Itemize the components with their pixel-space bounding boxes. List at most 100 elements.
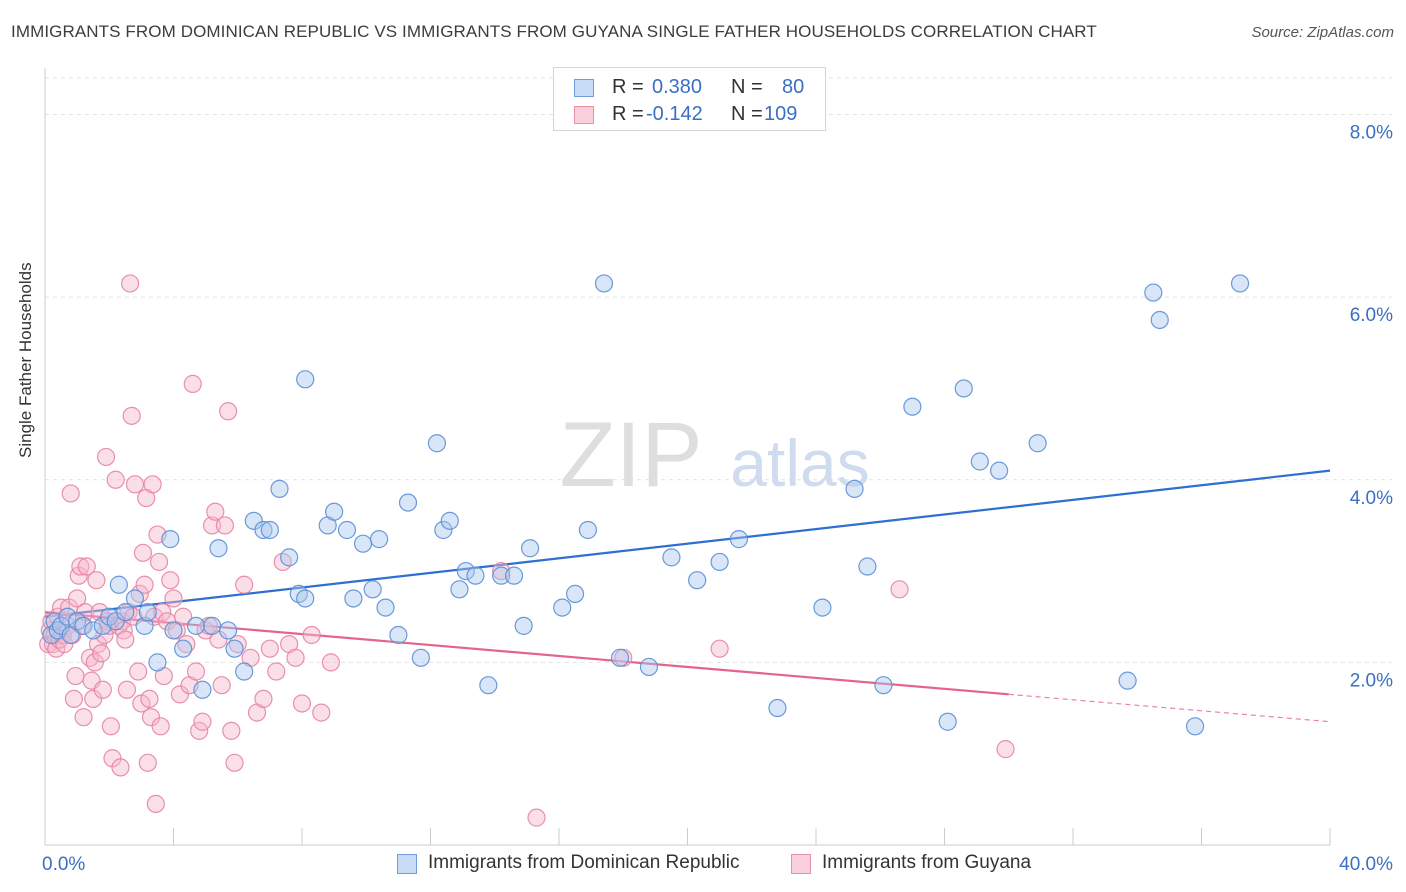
point-dominican bbox=[135, 616, 154, 635]
trend-line-guyana bbox=[44, 611, 1009, 696]
point-dominican bbox=[398, 493, 418, 512]
point-dominican bbox=[710, 552, 729, 572]
point-dominican bbox=[479, 676, 498, 695]
point-dominican bbox=[296, 370, 315, 389]
point-dominican bbox=[225, 639, 244, 658]
x-tick-label: 0.0% bbox=[42, 854, 85, 875]
point-guyana bbox=[85, 653, 104, 672]
point-dominican bbox=[125, 589, 145, 608]
point-guyana bbox=[890, 580, 909, 599]
point-guyana bbox=[193, 712, 212, 731]
legend-n-label: N = bbox=[731, 103, 763, 125]
watermark: ZIP atlas bbox=[559, 404, 869, 506]
point-dominican bbox=[363, 580, 382, 599]
point-guyana bbox=[77, 557, 96, 576]
point-dominican bbox=[260, 520, 279, 540]
point-guyana bbox=[321, 653, 341, 672]
point-dominican bbox=[138, 603, 157, 622]
point-guyana bbox=[161, 571, 180, 590]
axes bbox=[44, 68, 1331, 846]
point-dominican bbox=[84, 621, 103, 640]
point-dominican bbox=[174, 639, 193, 658]
point-guyana bbox=[302, 625, 321, 645]
point-dominican bbox=[116, 603, 135, 622]
y-tick-label: 6.0% bbox=[1350, 305, 1393, 326]
point-dominican bbox=[434, 520, 453, 540]
point-dominican bbox=[411, 648, 430, 667]
point-dominican bbox=[858, 557, 877, 576]
point-guyana bbox=[96, 447, 116, 467]
point-dominican bbox=[1230, 274, 1250, 293]
legend-n-value: 80 bbox=[782, 76, 805, 98]
point-guyana bbox=[149, 552, 169, 572]
y-tick-label: 4.0% bbox=[1350, 488, 1393, 509]
point-guyana bbox=[71, 557, 90, 576]
point-guyana bbox=[116, 630, 135, 649]
point-guyana bbox=[206, 502, 225, 521]
point-dominican bbox=[244, 511, 263, 530]
y-tick-label: 2.0% bbox=[1350, 670, 1393, 691]
point-guyana bbox=[996, 740, 1015, 759]
legend-r-value: -0.142 bbox=[646, 103, 703, 125]
y-axis-label: Single Father Households bbox=[16, 262, 35, 458]
point-dominican bbox=[148, 653, 167, 672]
point-guyana bbox=[527, 808, 546, 827]
point-guyana bbox=[129, 662, 148, 681]
point-guyana bbox=[111, 758, 130, 777]
point-guyana bbox=[153, 603, 172, 622]
point-dominican bbox=[427, 434, 447, 453]
point-dominican bbox=[186, 616, 206, 635]
point-guyana bbox=[87, 571, 106, 590]
legend-swatch-blue bbox=[397, 854, 417, 874]
legend-swatch-blue bbox=[574, 79, 594, 97]
y-tick-label: 8.0% bbox=[1350, 123, 1393, 144]
point-guyana bbox=[235, 575, 254, 594]
source-label: Source: ZipAtlas.com bbox=[1251, 24, 1394, 41]
point-dominican bbox=[874, 676, 893, 695]
point-guyana bbox=[170, 685, 190, 704]
point-dominican bbox=[106, 612, 125, 631]
point-dominican bbox=[337, 520, 357, 540]
point-dominican bbox=[161, 530, 180, 549]
point-dominican bbox=[1144, 283, 1163, 302]
point-guyana bbox=[710, 639, 729, 658]
point-dominican bbox=[520, 539, 540, 558]
point-guyana bbox=[267, 662, 286, 681]
point-guyana bbox=[64, 689, 84, 709]
legend-n-value: 109 bbox=[764, 103, 798, 125]
point-guyana bbox=[186, 662, 206, 681]
point-guyana bbox=[260, 639, 279, 658]
point-guyana bbox=[84, 689, 103, 709]
point-dominican bbox=[938, 712, 957, 731]
point-dominican bbox=[813, 598, 832, 617]
point-guyana bbox=[146, 794, 165, 814]
point-guyana bbox=[212, 676, 231, 695]
point-dominican bbox=[1118, 671, 1137, 690]
point-guyana bbox=[138, 753, 157, 772]
point-dominican bbox=[109, 575, 128, 594]
point-guyana bbox=[68, 589, 87, 608]
point-dominican bbox=[610, 648, 630, 667]
trend-line-dominican bbox=[44, 469, 1331, 618]
legend-label-guyana: Immigrants from Guyana bbox=[822, 852, 1032, 873]
legend-label-dominican: Immigrants from Dominican Republic bbox=[428, 852, 740, 873]
point-dominican bbox=[578, 520, 598, 540]
point-guyana bbox=[225, 753, 244, 772]
trend-line-extension bbox=[1008, 693, 1331, 723]
point-guyana bbox=[286, 648, 305, 667]
point-dominican bbox=[344, 589, 363, 608]
point-dominican bbox=[662, 548, 681, 567]
point-guyana bbox=[140, 689, 159, 709]
point-dominican bbox=[954, 379, 973, 398]
point-dominican bbox=[492, 566, 511, 585]
point-guyana bbox=[121, 274, 140, 293]
point-guyana bbox=[117, 680, 137, 699]
point-guyana bbox=[92, 644, 111, 663]
point-dominican bbox=[202, 616, 222, 635]
point-dominican bbox=[456, 561, 475, 581]
point-dominican bbox=[639, 657, 659, 677]
point-guyana bbox=[95, 625, 114, 645]
legend-swatch-pink bbox=[791, 854, 811, 874]
point-dominican bbox=[729, 530, 749, 549]
